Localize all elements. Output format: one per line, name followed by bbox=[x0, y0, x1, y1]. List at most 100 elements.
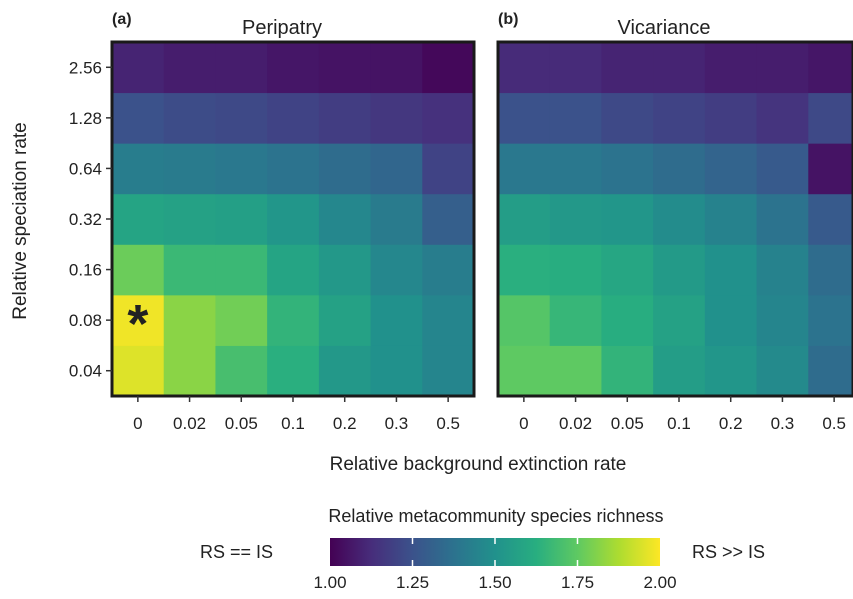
significance-asterisk: * bbox=[127, 294, 148, 354]
heatmap-cell bbox=[215, 294, 268, 346]
panel-b-tag: (b) bbox=[498, 11, 518, 28]
heatmap-cell bbox=[808, 294, 853, 346]
heatmap-cell bbox=[756, 244, 809, 296]
heatmap-cell bbox=[370, 193, 423, 245]
panel-peripatry: * bbox=[110, 40, 476, 398]
heatmap-cell bbox=[370, 294, 423, 346]
heatmap-cell bbox=[704, 92, 758, 144]
heatmap-cell bbox=[498, 244, 551, 296]
heatmap-cell bbox=[704, 244, 758, 296]
heatmap-cell bbox=[267, 143, 320, 195]
colorbar-right-label: RS >> IS bbox=[692, 542, 765, 562]
heatmap-cell bbox=[163, 143, 216, 195]
x-tick-label: 0 bbox=[133, 414, 142, 433]
colorbar-left-label: RS == IS bbox=[200, 542, 273, 562]
x-axis-ticks: 0 0.02 0.05 0.1 0.2 0.3 0.5 0 0.02 0.05 0.1 0.2 0.3 0… bbox=[133, 396, 846, 433]
heatmap-cell bbox=[808, 193, 853, 245]
heatmap-cell bbox=[267, 193, 320, 245]
colorbar-tick-label: 1.75 bbox=[561, 573, 594, 592]
y-tick-label: 0.16 bbox=[69, 261, 102, 280]
heatmap-cell bbox=[756, 345, 809, 397]
heatmap-cell bbox=[422, 294, 475, 346]
y-tick-label: 0.32 bbox=[69, 210, 102, 229]
heatmap-cell bbox=[370, 244, 423, 296]
heatmap-cell bbox=[756, 193, 809, 245]
heatmap-cell bbox=[215, 143, 268, 195]
y-axis-ticks: 0.04 0.08 0.16 0.32 0.64 1.28 2.56 bbox=[69, 58, 112, 381]
heatmap-cell bbox=[370, 42, 423, 94]
heatmap-cell bbox=[267, 244, 320, 296]
heatmap-cell bbox=[601, 193, 654, 245]
colorbar-ticks: 1.00 1.25 1.50 1.75 2.00 bbox=[313, 538, 677, 592]
panel-vicariance bbox=[496, 40, 853, 398]
x-tick-label: 0.2 bbox=[333, 414, 357, 433]
heatmap-cell bbox=[163, 244, 216, 296]
heatmap-cell bbox=[422, 244, 475, 296]
heatmap-cell bbox=[704, 345, 758, 397]
heatmap-cell bbox=[653, 193, 706, 245]
heatmap-cell bbox=[756, 143, 809, 195]
heatmap-cell bbox=[422, 42, 475, 94]
heatmap-cell bbox=[112, 244, 165, 296]
heatmap-cell bbox=[370, 345, 423, 397]
x-tick-label: 0.5 bbox=[822, 414, 846, 433]
heatmap-cell bbox=[318, 294, 372, 346]
panel-a-title: Peripatry bbox=[242, 17, 322, 39]
x-tick-label: 0.05 bbox=[611, 414, 644, 433]
heatmap-cell bbox=[112, 42, 165, 94]
heatmap-cell bbox=[163, 294, 216, 346]
heatmap-cell bbox=[549, 345, 602, 397]
heatmap-cell bbox=[112, 92, 165, 144]
heatmap-cell bbox=[549, 42, 602, 94]
heatmap-cell bbox=[370, 92, 423, 144]
x-tick-label: 0.05 bbox=[225, 414, 258, 433]
heatmap-cell bbox=[601, 92, 654, 144]
heatmap-cell bbox=[422, 92, 475, 144]
heatmap-cell bbox=[549, 294, 602, 346]
heatmap-cell bbox=[215, 92, 268, 144]
heatmap-cell bbox=[653, 244, 706, 296]
colorbar-tick-label: 1.25 bbox=[396, 573, 429, 592]
heatmap-cell bbox=[808, 244, 853, 296]
heatmap-cell bbox=[267, 345, 320, 397]
heatmap-cell bbox=[112, 143, 165, 195]
panel-border bbox=[496, 40, 853, 398]
heatmap-cell bbox=[318, 244, 372, 296]
heatmap-cell bbox=[653, 345, 706, 397]
heatmap-cell bbox=[808, 143, 853, 195]
heatmap-cell bbox=[704, 294, 758, 346]
heatmap-cell bbox=[704, 143, 758, 195]
heatmap-cell bbox=[215, 193, 268, 245]
heatmap-cell bbox=[422, 143, 475, 195]
x-tick-label: 0.2 bbox=[719, 414, 743, 433]
heatmap-cell bbox=[163, 42, 216, 94]
x-tick-label: 0 bbox=[519, 414, 528, 433]
heatmap-cell bbox=[756, 294, 809, 346]
heatmap-cell bbox=[549, 92, 602, 144]
x-tick-label: 0.1 bbox=[281, 414, 305, 433]
heatmap-cell bbox=[267, 42, 320, 94]
heatmap-cell bbox=[549, 244, 602, 296]
heatmap-cell bbox=[808, 42, 853, 94]
colorbar-tick-label: 1.50 bbox=[478, 573, 511, 592]
x-tick-label: 0.3 bbox=[385, 414, 409, 433]
panel-a-tag: (a) bbox=[112, 11, 132, 28]
heatmap-cell bbox=[653, 294, 706, 346]
heatmap-cell bbox=[498, 193, 551, 245]
heatmap-cell bbox=[112, 294, 165, 346]
heatmap-cell bbox=[704, 193, 758, 245]
y-tick-label: 2.56 bbox=[69, 58, 102, 77]
heatmap-cell bbox=[422, 345, 475, 397]
heatmap-cell bbox=[808, 92, 853, 144]
heatmap-cell bbox=[704, 42, 758, 94]
heatmap-cell bbox=[163, 92, 216, 144]
heatmap-cell bbox=[267, 92, 320, 144]
y-tick-label: 1.28 bbox=[69, 109, 102, 128]
heatmap-cell bbox=[549, 193, 602, 245]
heatmap-cell bbox=[653, 92, 706, 144]
colorbar-title: Relative metacommunity species richness bbox=[328, 506, 663, 526]
heatmap-cell bbox=[318, 345, 372, 397]
heatmap-cell bbox=[549, 143, 602, 195]
heatmap-cell bbox=[215, 244, 268, 296]
heatmap-cell bbox=[163, 345, 216, 397]
